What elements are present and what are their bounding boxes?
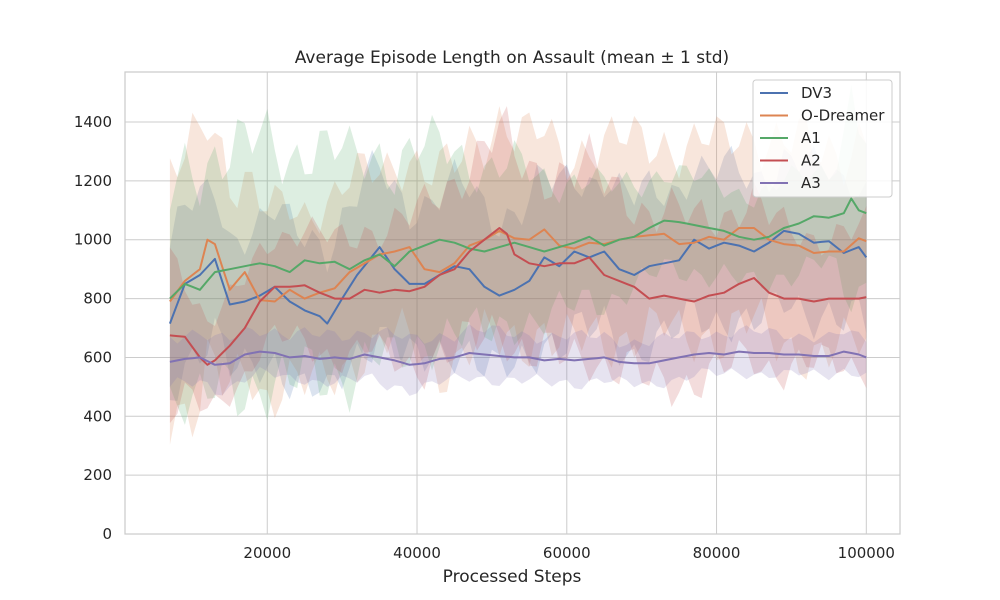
y-tick-label: 1200	[74, 172, 112, 190]
y-tick-label: 0	[102, 525, 112, 543]
legend-label: A2	[801, 152, 821, 170]
y-tick-label: 1000	[74, 231, 112, 249]
series-line-o-dreamer	[169, 227, 867, 303]
std-band-a1	[169, 84, 867, 425]
std-bands	[169, 84, 867, 445]
y-tick-label: 1400	[74, 113, 112, 131]
series-line-a3	[169, 350, 867, 366]
std-band-dv3	[169, 145, 867, 401]
plot-frame	[124, 71, 901, 535]
x-tick-label: 60000	[543, 544, 591, 562]
x-tick-label: 20000	[243, 544, 291, 562]
x-tick-label: 100000	[838, 544, 895, 562]
legend-label: A1	[801, 129, 821, 147]
std-band-a2	[169, 106, 867, 424]
std-band-a3	[169, 324, 867, 396]
legend: DV3 O-Dreamer A1 A2 A3	[752, 79, 893, 198]
legend-label: DV3	[801, 84, 832, 102]
x-axis-title: Processed Steps	[443, 567, 582, 587]
series-line-a2	[169, 227, 867, 366]
y-tick-label: 600	[83, 348, 112, 366]
y-tick-label: 800	[83, 290, 112, 308]
x-tick-label: 40000	[393, 544, 441, 562]
series-lines	[168, 197, 868, 366]
series-line-dv3	[168, 229, 868, 325]
y-tick-label: 400	[83, 407, 112, 425]
x-tick-label: 80000	[693, 544, 741, 562]
legend-label: A3	[801, 174, 821, 192]
legend-label: O-Dreamer	[801, 107, 885, 125]
x-axis-ticks: 20000 40000 60000 80000 100000	[243, 544, 895, 562]
std-band-o-dreamer	[169, 106, 867, 445]
y-axis-ticks: 0 200 400 600 800 1000 1200 1400	[74, 113, 112, 543]
legend-box	[752, 79, 893, 198]
chart-title: Average Episode Length on Assault (mean …	[295, 48, 729, 68]
series-line-a1	[169, 197, 867, 300]
y-tick-label: 200	[83, 466, 112, 484]
